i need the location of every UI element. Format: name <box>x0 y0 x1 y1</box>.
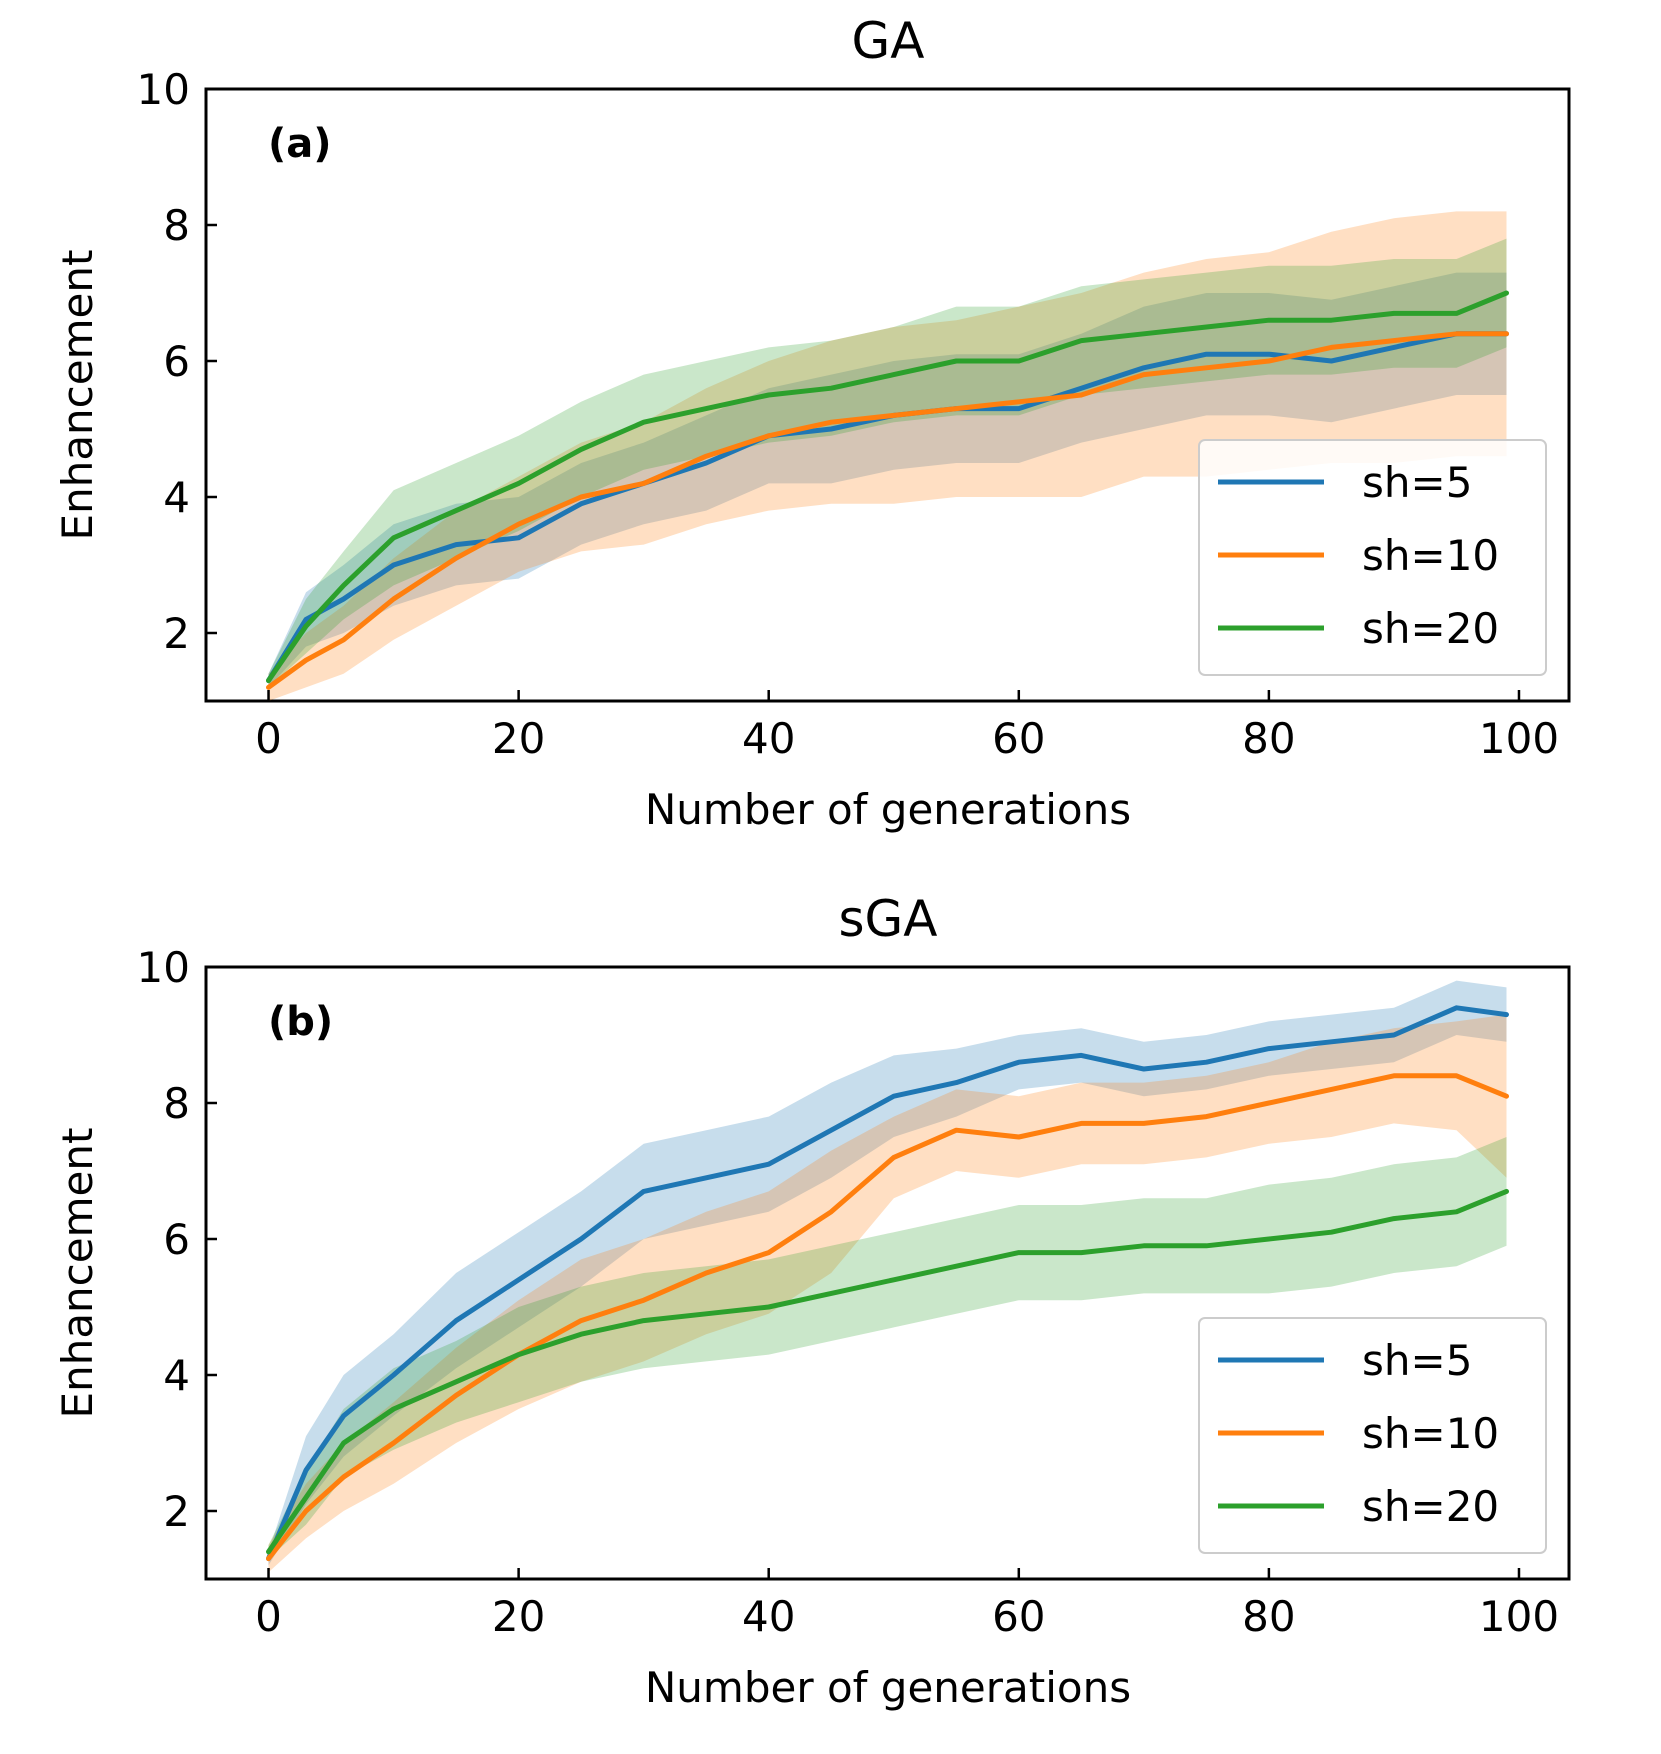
x-tick-label: 20 <box>492 714 545 763</box>
x-tick-label: 80 <box>1242 714 1295 763</box>
y-tick-label: 10 <box>137 943 190 992</box>
legend-box <box>1198 1317 1547 1554</box>
y-ticks: 2 4 6 8 10 <box>137 943 217 1536</box>
y-tick-label: 8 <box>163 1079 190 1128</box>
legend: sh=5 sh=10 sh=20 <box>1198 439 1547 676</box>
x-tick-label: 100 <box>1479 714 1559 763</box>
legend-label-sh10: sh=10 <box>1362 1409 1499 1458</box>
series-line-sh10 <box>266 331 1509 690</box>
y-tick-label: 8 <box>163 201 190 250</box>
confidence-bands <box>268 211 1507 701</box>
series-line-sh20 <box>266 290 1509 684</box>
x-tick-label: 40 <box>742 1592 795 1641</box>
series-line-sh20 <box>266 1188 1509 1555</box>
panel-sga: sGA 0 20 40 60 80 100 2 4 6 8 10 (b) Number of ge… <box>53 890 1571 1712</box>
y-tick-label: 10 <box>137 65 190 114</box>
panel-title: GA <box>852 12 925 70</box>
y-ticks: 2 4 6 8 10 <box>137 65 217 658</box>
band-sh10 <box>268 211 1507 701</box>
legend-box <box>1198 439 1547 676</box>
x-tick-label: 20 <box>492 1592 545 1641</box>
axes-frame <box>204 965 1571 1581</box>
panel-title: sGA <box>839 890 938 948</box>
series-line-sh5 <box>266 1005 1509 1562</box>
series-lines <box>266 290 1509 690</box>
x-tick-label: 0 <box>255 714 282 763</box>
x-tick-label: 60 <box>992 714 1045 763</box>
x-tick-label: 60 <box>992 1592 1045 1641</box>
x-tick-label: 80 <box>1242 1592 1295 1641</box>
legend-label-sh20: sh=20 <box>1362 604 1499 653</box>
axes-frame <box>204 87 1571 703</box>
series-line-sh5 <box>266 331 1509 684</box>
legend-label-sh5: sh=5 <box>1362 458 1472 507</box>
legend-label-sh20: sh=20 <box>1362 1482 1499 1531</box>
x-axis-label: Number of generations <box>645 785 1131 834</box>
x-tick-label: 0 <box>255 1592 282 1641</box>
y-tick-label: 6 <box>163 337 190 386</box>
x-tick-label: 40 <box>742 714 795 763</box>
x-axis-label: Number of generations <box>645 1663 1131 1712</box>
x-tick-label: 100 <box>1479 1592 1559 1641</box>
band-sh20 <box>268 238 1507 688</box>
legend-label-sh10: sh=10 <box>1362 531 1499 580</box>
x-ticks: 0 20 40 60 80 100 <box>255 1568 1559 1641</box>
legend: sh=5 sh=10 sh=20 <box>1198 1317 1547 1554</box>
y-tick-label: 2 <box>163 609 190 658</box>
series-line-sh10 <box>266 1073 1509 1562</box>
x-ticks: 0 20 40 60 80 100 <box>255 690 1559 763</box>
y-axis-label: Enhancement <box>53 250 102 541</box>
y-tick-label: 4 <box>163 1351 190 1400</box>
series-lines <box>266 1005 1509 1562</box>
panel-ga: GA 0 20 40 60 80 100 2 4 6 8 10 (a) Number of gen… <box>53 12 1571 834</box>
y-tick-label: 2 <box>163 1487 190 1536</box>
band-sh10 <box>268 1014 1507 1573</box>
legend-label-sh5: sh=5 <box>1362 1336 1472 1385</box>
panel-label: (b) <box>268 999 333 1045</box>
panel-label: (a) <box>268 121 332 167</box>
y-tick-label: 4 <box>163 473 190 522</box>
band-sh20 <box>268 1137 1507 1559</box>
band-sh5 <box>268 272 1507 688</box>
y-axis-label: Enhancement <box>53 1128 102 1419</box>
y-tick-label: 6 <box>163 1215 190 1264</box>
